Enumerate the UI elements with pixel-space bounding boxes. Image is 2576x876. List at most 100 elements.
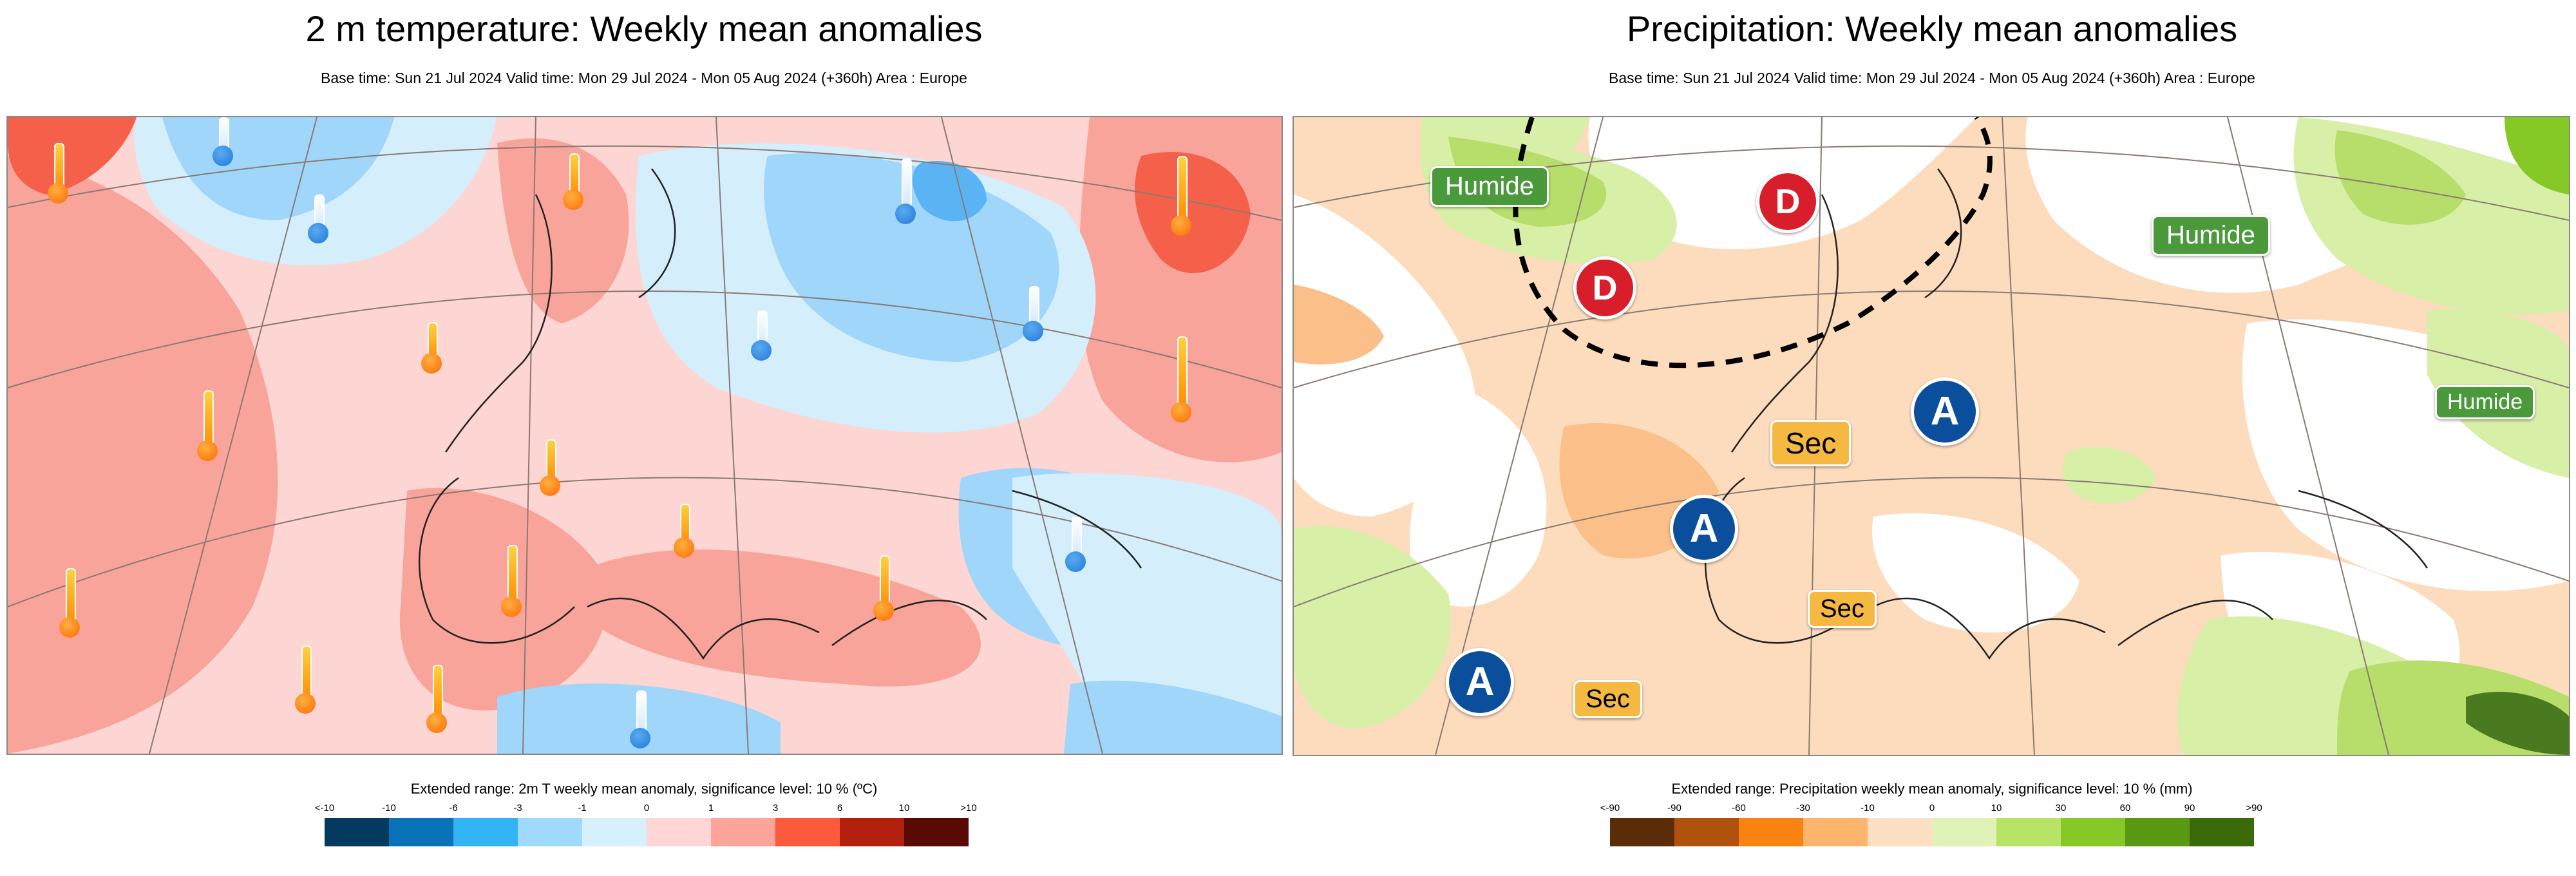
precipitation-legend-ticks: <-90 -90 -60 -30 -10 0 10 30 60 90 >90: [1600, 803, 2262, 815]
thermometer-warm-icon: [563, 153, 583, 210]
legend-swatch: [1803, 818, 1868, 846]
legend-tick: <-90: [1600, 803, 1620, 814]
temperature-subtitle: Base time: Sun 21 Jul 2024 Valid time: M…: [321, 70, 967, 86]
legend-swatch: [2190, 818, 2254, 846]
precipitation-map[interactable]: Humide Humide Humide Sec Sec Sec D D A A…: [1293, 116, 2570, 756]
sec-label: Sec: [1808, 590, 1877, 628]
thermometer-cold-icon: [308, 195, 328, 243]
thermometer-cold-icon: [895, 158, 916, 224]
legend-tick: 60: [2119, 803, 2131, 814]
northwest-strong-warm: [8, 117, 137, 195]
legend-swatch: [2125, 818, 2190, 846]
thermometer-warm-icon: [295, 645, 316, 714]
legend-tick: 10: [898, 803, 910, 814]
legend-tick: 0: [643, 803, 650, 814]
legend-swatch: [582, 818, 647, 846]
thermometer-warm-icon: [501, 545, 522, 617]
sec-label: Sec: [1770, 420, 1852, 466]
precipitation-legend-title: Extended range: Precipitation weekly mea…: [1671, 781, 2193, 797]
thermometer-warm-icon: [540, 439, 560, 496]
low-pressure-dashed-contour: [1513, 117, 1993, 368]
atlantic-dry-mid: [1294, 285, 1384, 365]
atlantic-neutral-area: [1294, 195, 1477, 517]
legend-swatch: [711, 818, 775, 846]
eastern-europe-cold-mid: [764, 153, 1059, 362]
central-europe-wet: [2063, 447, 2157, 504]
scandinavia-warm-area: [497, 138, 629, 323]
legend-swatch: [647, 818, 711, 846]
legend-tick: 30: [2055, 803, 2067, 814]
thermometer-warm-icon: [421, 322, 442, 374]
legend-swatch: [840, 818, 904, 846]
temperature-legend-colorbar: [325, 818, 969, 846]
precipitation-title: Precipitation: Weekly mean anomalies: [1626, 8, 2238, 49]
legend-tick: -60: [1732, 803, 1746, 814]
legend-swatch: [325, 818, 389, 846]
legend-swatch: [1739, 818, 1803, 846]
high-pressure-marker: A: [1911, 377, 1979, 446]
legend-swatch: [1932, 818, 1996, 846]
legend-swatch: [389, 818, 453, 846]
sec-label: Sec: [1573, 680, 1642, 718]
eastern-europe-cold-strong: [913, 161, 987, 222]
thermometer-warm-icon: [48, 143, 68, 204]
legend-tick: >90: [2246, 803, 2262, 814]
legend-tick: 90: [2184, 803, 2195, 814]
legend-tick: 6: [837, 803, 843, 814]
thermometer-cold-icon: [213, 117, 233, 166]
precipitation-legend-colorbar: [1610, 818, 2254, 846]
legend-tick: -3: [513, 803, 522, 814]
legend-tick: -1: [578, 803, 587, 814]
thermometer-warm-icon: [1171, 156, 1191, 236]
temperature-map[interactable]: [6, 116, 1283, 755]
legend-swatch: [1868, 818, 1932, 846]
thermometer-warm-icon: [674, 504, 694, 558]
precipitation-subtitle: Base time: Sun 21 Jul 2024 Valid time: M…: [1609, 70, 2255, 86]
legend-swatch: [1610, 818, 1674, 846]
legend-swatch: [453, 818, 518, 846]
thermometer-cold-icon: [630, 690, 650, 748]
legend-tick: 1: [708, 803, 714, 814]
legend-tick: -6: [449, 803, 458, 814]
legend-tick: >10: [960, 803, 977, 814]
humide-label: Humide: [1430, 166, 1549, 207]
atlantic-neutral-area-2: [1410, 388, 1547, 607]
high-pressure-marker: A: [1446, 648, 1514, 716]
legend-tick: -10: [382, 803, 396, 814]
low-pressure-marker: D: [1756, 170, 1819, 233]
legend-swatch: [1996, 818, 2061, 846]
coastlines: [1704, 168, 2429, 660]
legend-tick: 10: [1991, 803, 2002, 814]
legend-tick: 0: [1929, 803, 1935, 814]
legend-tick: -10: [1861, 803, 1875, 814]
turkey-wet-strong: [2466, 691, 2569, 755]
far-northeast-wet: [2505, 117, 2569, 195]
thermometer-warm-icon: [873, 555, 894, 621]
legend-swatch: [775, 818, 840, 846]
legend-swatch: [904, 818, 969, 846]
legend-swatch: [1674, 818, 1739, 846]
legend-tick: -90: [1667, 803, 1681, 814]
central-neutral: [1872, 513, 2079, 633]
high-pressure-marker: A: [1670, 495, 1738, 563]
legend-tick: <-10: [314, 803, 335, 814]
legend-tick: -30: [1796, 803, 1810, 814]
legend-swatch: [518, 818, 582, 846]
northeast-strong-warm: [1135, 152, 1251, 274]
legend-swatch: [2061, 818, 2125, 846]
thermometer-cold-icon: [1065, 517, 1086, 572]
levant-cold-area: [1064, 680, 1282, 754]
temperature-legend-ticks: <-10 -10 -6 -3 -1 0 1 3 6 10 >10: [315, 803, 977, 815]
temperature-panel: 2 m temperature: Weekly mean anomalies B…: [6, 8, 1283, 846]
thermometer-cold-icon: [751, 310, 772, 361]
low-pressure-marker: D: [1573, 256, 1636, 319]
temperature-title: 2 m temperature: Weekly mean anomalies: [305, 8, 983, 49]
legend-tick: 3: [772, 803, 779, 814]
iberia-west-wet: [1294, 526, 1451, 729]
thermometer-warm-icon: [1171, 336, 1191, 423]
graticule: [8, 117, 1282, 754]
temperature-legend-title: Extended range: 2m T weekly mean anomaly…: [410, 781, 878, 797]
precipitation-panel: Precipitation: Weekly mean anomalies Bas…: [1288, 0, 2576, 876]
thermometer-cold-icon: [1023, 286, 1043, 341]
coastlines: [418, 168, 1142, 660]
